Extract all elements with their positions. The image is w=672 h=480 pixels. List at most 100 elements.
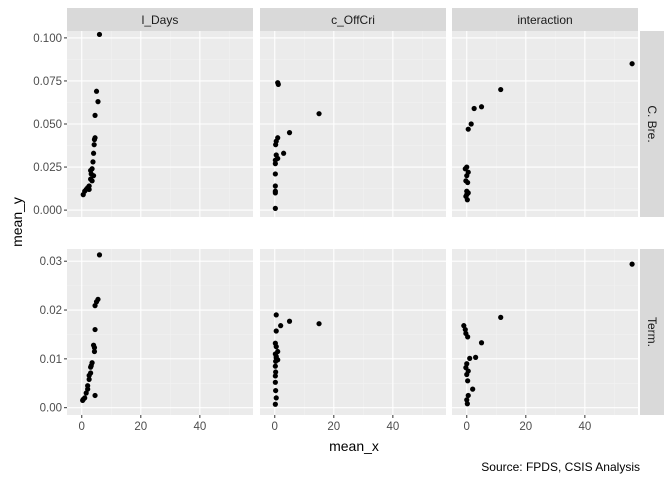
caption: Source: FPDS, CSIS Analysis bbox=[481, 460, 640, 474]
data-point bbox=[85, 386, 91, 392]
y-tick-label: 0.025 bbox=[33, 162, 62, 174]
data-point bbox=[465, 126, 471, 132]
data-point bbox=[478, 104, 485, 110]
data-point bbox=[92, 326, 98, 333]
data-point bbox=[91, 345, 98, 351]
column-strip bbox=[67, 8, 253, 31]
row-strip bbox=[640, 249, 664, 415]
data-point bbox=[80, 192, 86, 198]
data-point bbox=[273, 142, 279, 148]
data-point bbox=[96, 31, 103, 38]
data-point bbox=[93, 299, 100, 305]
data-point bbox=[316, 321, 322, 327]
data-point bbox=[281, 150, 287, 156]
x-axis-title: mean_x bbox=[329, 438, 379, 454]
data-point bbox=[272, 171, 278, 177]
data-point bbox=[273, 369, 279, 375]
y-axis-title: mean_y bbox=[9, 197, 25, 247]
y-tick-label: 0.000 bbox=[33, 205, 62, 217]
points-0-1 bbox=[272, 80, 322, 211]
data-point bbox=[272, 161, 278, 167]
column-strip bbox=[452, 8, 638, 31]
data-point bbox=[464, 401, 470, 407]
data-point bbox=[471, 105, 477, 112]
data-point bbox=[90, 173, 97, 179]
data-point bbox=[478, 340, 485, 346]
y-tick-label: 0.01 bbox=[40, 354, 62, 366]
panels-layer bbox=[67, 31, 638, 415]
axes-layer: l_Days c_OffCri interaction C. Bre. Term. 0.0… bbox=[33, 8, 664, 433]
column-strip-label: c_OffCri bbox=[331, 13, 375, 27]
panel-0-2 bbox=[452, 31, 638, 217]
data-point bbox=[278, 323, 284, 329]
data-point bbox=[86, 376, 92, 382]
panel-background bbox=[67, 249, 253, 415]
data-point bbox=[273, 387, 279, 394]
data-point bbox=[275, 81, 281, 87]
panel-1-0 bbox=[67, 249, 253, 415]
points-1-2 bbox=[461, 261, 635, 407]
data-point bbox=[272, 183, 278, 189]
data-point bbox=[467, 355, 473, 361]
data-point bbox=[92, 112, 98, 118]
data-point bbox=[273, 312, 279, 318]
data-point bbox=[88, 364, 94, 370]
data-point bbox=[96, 252, 103, 258]
data-point bbox=[464, 371, 470, 378]
data-point bbox=[473, 354, 479, 360]
data-point bbox=[273, 328, 279, 334]
x-tick-label: 20 bbox=[134, 421, 147, 433]
data-point bbox=[464, 361, 470, 367]
data-point bbox=[629, 261, 635, 267]
data-point bbox=[95, 99, 101, 105]
panel-background bbox=[452, 249, 638, 415]
points-1-1 bbox=[272, 312, 322, 407]
x-tick-label: 20 bbox=[519, 421, 532, 433]
data-point bbox=[92, 392, 98, 399]
data-point bbox=[464, 173, 470, 179]
data-point bbox=[93, 88, 100, 94]
x-tick-label: 40 bbox=[193, 421, 206, 433]
data-point bbox=[92, 303, 98, 309]
x-tick-label: 0 bbox=[272, 421, 278, 433]
column-strip bbox=[260, 8, 446, 31]
data-point bbox=[91, 348, 98, 355]
row-strip bbox=[640, 31, 664, 217]
panel-1-1 bbox=[260, 249, 446, 415]
y-tick-label: 0.050 bbox=[33, 119, 62, 131]
data-point bbox=[464, 197, 470, 203]
data-point bbox=[498, 314, 504, 320]
points-0-2 bbox=[462, 61, 635, 203]
data-point bbox=[464, 397, 470, 403]
data-point bbox=[629, 61, 635, 67]
data-point bbox=[91, 136, 98, 143]
data-point bbox=[465, 334, 471, 340]
data-point bbox=[80, 397, 86, 403]
data-point bbox=[272, 205, 278, 211]
data-point bbox=[461, 323, 467, 329]
data-point bbox=[272, 401, 278, 407]
data-point bbox=[462, 166, 468, 172]
x-tick-label: 0 bbox=[464, 421, 470, 433]
data-point bbox=[462, 326, 468, 333]
data-point bbox=[465, 179, 471, 186]
data-point bbox=[89, 178, 95, 184]
panel-background bbox=[260, 249, 446, 415]
x-tick-label: 40 bbox=[578, 421, 591, 433]
data-point bbox=[470, 386, 476, 392]
panel-0-0 bbox=[67, 31, 253, 217]
data-point bbox=[316, 111, 322, 117]
data-point bbox=[90, 159, 96, 165]
data-point bbox=[273, 395, 279, 401]
data-point bbox=[272, 373, 278, 379]
panel-0-1 bbox=[260, 31, 446, 217]
x-tick-label: 0 bbox=[79, 421, 85, 433]
data-point bbox=[468, 121, 474, 127]
data-point bbox=[465, 392, 471, 399]
panel-1-2 bbox=[452, 249, 638, 415]
y-tick-label: 0.02 bbox=[40, 305, 62, 317]
data-point bbox=[286, 130, 293, 136]
data-point bbox=[86, 372, 92, 379]
y-tick-label: 0.00 bbox=[40, 403, 62, 415]
